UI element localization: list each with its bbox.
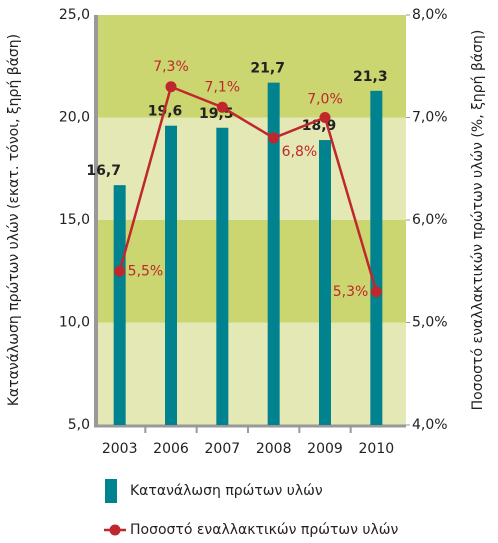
bar [216,127,229,425]
line-point [114,265,126,277]
legend-label: Κατανάλωση πρώτων υλών [130,483,323,499]
band [98,322,406,425]
bar-value-label: 19,5 [199,106,234,122]
band [98,220,406,323]
line-value-label: 7,3% [153,59,189,75]
y2-tick-label: 4,0% [412,417,448,433]
x-tick-label: 2006 [153,441,189,457]
line-value-label: 7,0% [307,92,343,108]
y2-tick-label: 7,0% [412,110,448,126]
y-axis-label: Κατανάλωση πρώτων υλών (εκατ. τόνοι, ξηρ… [6,34,22,406]
line-point [319,112,331,123]
legend-swatch [109,524,121,536]
x-tick-label: 2007 [205,441,241,457]
y2-tick-label: 6,0% [412,212,448,228]
line-point [165,81,177,93]
bar [113,185,126,425]
band [98,15,406,118]
line-point [370,286,382,298]
band [98,117,406,220]
y-tick-label: 10,0 [59,315,90,331]
y-tick-label: 5,0 [68,417,90,433]
line-value-label: 7,1% [205,79,241,95]
x-tick-label: 2010 [359,441,395,457]
bar [267,82,280,426]
y-tick-label: 25,0 [59,7,90,23]
line-value-label: 5,5% [128,263,164,279]
bar [319,140,331,426]
x-tick-label: 2009 [307,441,343,457]
line-point [216,101,228,113]
bar [165,125,177,425]
line [118,85,378,293]
line-point [268,132,280,144]
bar-value-label: 21,3 [353,69,388,85]
bar [370,90,383,425]
y-tick-label: 15,0 [59,212,90,228]
legend-swatch [105,479,117,503]
y2-tick-label: 8,0% [412,7,448,23]
line-value-label: 5,3% [333,284,369,300]
legend-label: Ποσοστό εναλλακτικών πρώτων υλών [130,522,398,538]
y-tick-label: 20,0 [59,110,90,126]
y2-tick-label: 5,0% [412,315,448,331]
x-tick-label: 2008 [256,441,292,457]
y2-axis-label: Ποσοστό εναλλακτικών πρώτων υλών (%, ξηρ… [470,30,486,411]
bar-value-label: 16,7 [86,163,121,179]
x-tick-label: 2003 [102,441,138,457]
line-value-label: 6,8% [282,144,318,160]
bar-value-label: 21,7 [250,61,285,77]
